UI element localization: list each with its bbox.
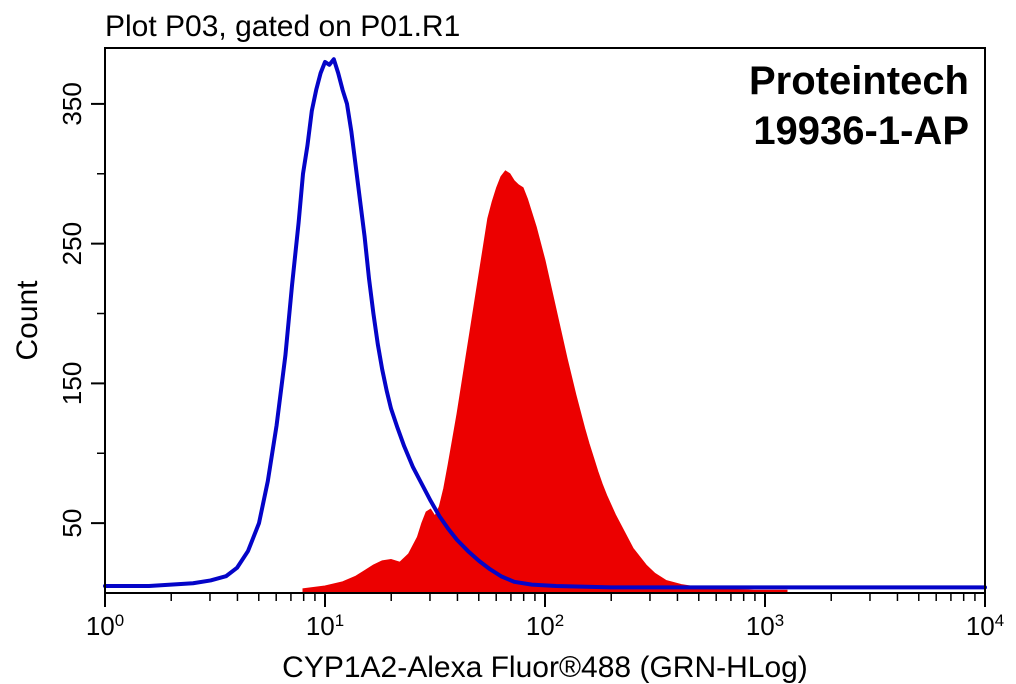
chart-container: 10010110210310450150250350Plot P03, gate… (0, 0, 1016, 684)
y-tick-label: 150 (57, 362, 87, 405)
plot-title: Plot P03, gated on P01.R1 (105, 10, 460, 43)
brand-line2: 19936-1-AP (753, 109, 969, 153)
y-tick-label: 50 (57, 509, 87, 538)
x-axis-label: CYP1A2-Alexa Fluor®488 (GRN-HLog) (282, 651, 808, 684)
brand-line1: Proteintech (749, 59, 969, 103)
y-axis-label: Count (11, 280, 44, 361)
y-tick-label: 350 (57, 82, 87, 125)
flow-cytometry-histogram: 10010110210310450150250350Plot P03, gate… (0, 0, 1016, 684)
y-tick-label: 250 (57, 222, 87, 265)
